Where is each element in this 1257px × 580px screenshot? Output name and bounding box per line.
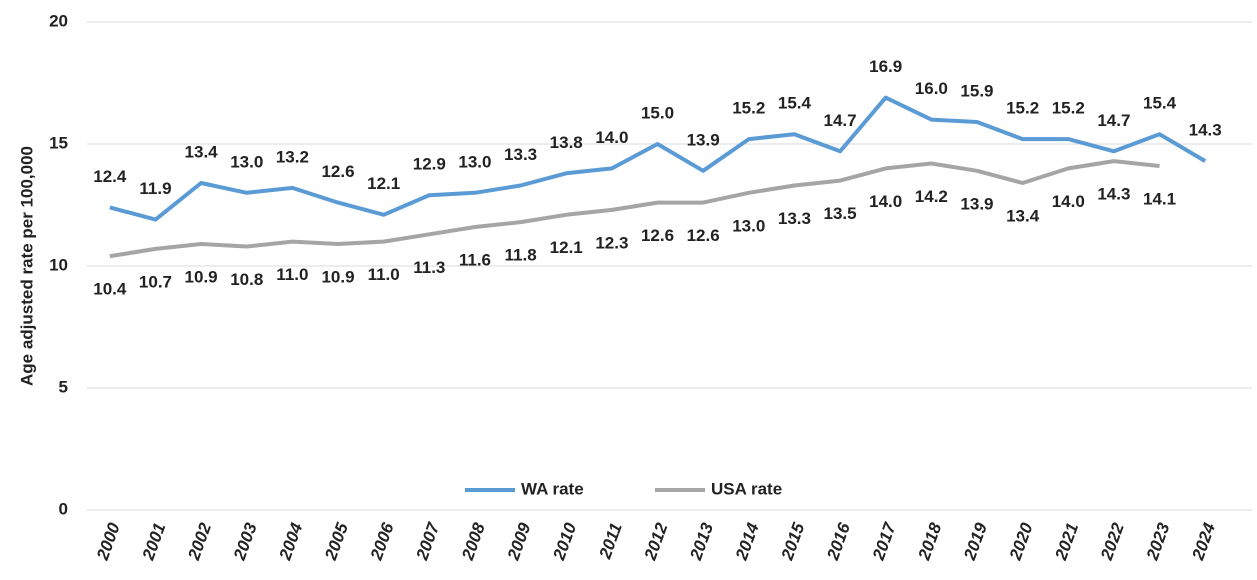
- data-label: 12.6: [321, 162, 354, 181]
- x-tick-label: 2011: [595, 520, 626, 562]
- x-tick-label: 2021: [1051, 520, 1082, 563]
- data-label: 10.8: [230, 270, 263, 289]
- x-tick-label: 2005: [321, 520, 352, 563]
- data-label: 11.9: [139, 179, 171, 198]
- x-tick-label: 2018: [914, 520, 945, 563]
- x-tick-label: 2019: [960, 520, 991, 563]
- data-label: 15.2: [1052, 99, 1085, 118]
- data-label: 14.0: [1052, 192, 1085, 211]
- data-label: 13.3: [778, 209, 811, 228]
- x-tick-label: 2020: [1005, 520, 1036, 563]
- data-label: 14.3: [1189, 121, 1222, 140]
- x-tick-label: 2008: [458, 520, 489, 563]
- data-label: 15.0: [641, 103, 674, 122]
- data-label: 11.0: [368, 265, 400, 284]
- data-label: 13.5: [824, 204, 857, 223]
- data-label: 14.7: [824, 111, 857, 130]
- data-label: 13.8: [550, 133, 583, 152]
- y-tick-label: 15: [49, 133, 68, 152]
- data-label: 15.9: [960, 82, 993, 101]
- x-tick-label: 2024: [1188, 520, 1219, 563]
- data-label: 13.0: [230, 152, 263, 171]
- data-label: 13.4: [1006, 207, 1040, 226]
- y-axis-title: Age adjusted rate per 100,000: [17, 146, 36, 386]
- x-tick-label: 2015: [777, 520, 808, 563]
- data-label: 14.3: [1097, 185, 1130, 204]
- data-label: 11.0: [276, 265, 308, 284]
- data-label: 13.2: [276, 147, 309, 166]
- data-label: 11.8: [505, 246, 537, 265]
- x-tick-label: 2006: [366, 520, 397, 563]
- x-tick-label: 2013: [686, 520, 717, 563]
- x-tick-label: 2000: [93, 520, 124, 563]
- data-label: 16.0: [915, 79, 948, 98]
- data-label: 10.4: [93, 280, 127, 299]
- data-label: 11.6: [459, 250, 491, 269]
- data-label: 12.1: [367, 174, 400, 193]
- data-label: 12.9: [413, 155, 446, 174]
- data-label: 14.0: [869, 192, 902, 211]
- data-label: 15.2: [1006, 99, 1039, 118]
- data-label: 12.6: [641, 226, 674, 245]
- data-label: 10.9: [185, 268, 218, 287]
- x-tick-label: 2014: [732, 520, 763, 563]
- legend-label: WA rate: [521, 479, 584, 498]
- data-label: 10.9: [321, 268, 354, 287]
- x-tick-label: 2010: [549, 520, 580, 563]
- data-label: 11.3: [413, 258, 445, 277]
- data-label: 16.9: [869, 57, 902, 76]
- data-label: 10.7: [139, 272, 172, 291]
- data-label: 14.0: [595, 128, 628, 147]
- line: [109, 159, 1160, 259]
- x-tick-label: 2004: [275, 520, 306, 563]
- x-tick-label: 2016: [823, 520, 854, 563]
- data-label: 13.4: [185, 143, 219, 162]
- x-tick-label: 2017: [869, 519, 901, 563]
- data-label: 14.1: [1143, 189, 1176, 208]
- x-tick-label: 2009: [503, 520, 534, 563]
- y-tick-label: 10: [49, 255, 68, 274]
- data-label: 13.0: [732, 216, 765, 235]
- x-tick-label: 2003: [230, 520, 261, 563]
- y-tick-label: 5: [59, 377, 68, 396]
- data-label: 13.9: [687, 130, 720, 149]
- y-tick-label: 20: [49, 11, 68, 30]
- data-label: 15.2: [732, 99, 765, 118]
- data-label: 15.4: [778, 94, 812, 113]
- x-tick-label: 2012: [640, 520, 671, 563]
- x-tick-label: 2023: [1142, 520, 1173, 563]
- data-label: 12.3: [595, 233, 628, 252]
- x-tick-label: 2002: [184, 520, 215, 563]
- y-tick-label: 0: [59, 499, 68, 518]
- data-label: 14.7: [1097, 111, 1130, 130]
- line: [109, 95, 1207, 222]
- data-label: 15.4: [1143, 94, 1177, 113]
- data-label: 14.2: [915, 187, 948, 206]
- legend-label: USA rate: [711, 479, 782, 498]
- data-label: 13.3: [504, 145, 537, 164]
- x-tick-label: 2001: [138, 520, 169, 563]
- data-label: 13.9: [960, 194, 993, 213]
- data-label: 12.4: [93, 167, 127, 186]
- data-label: 12.1: [550, 238, 583, 257]
- x-tick-label: 2007: [412, 519, 444, 563]
- data-label: 12.6: [687, 226, 720, 245]
- x-tick-label: 2022: [1097, 520, 1128, 563]
- data-label: 13.0: [458, 152, 491, 171]
